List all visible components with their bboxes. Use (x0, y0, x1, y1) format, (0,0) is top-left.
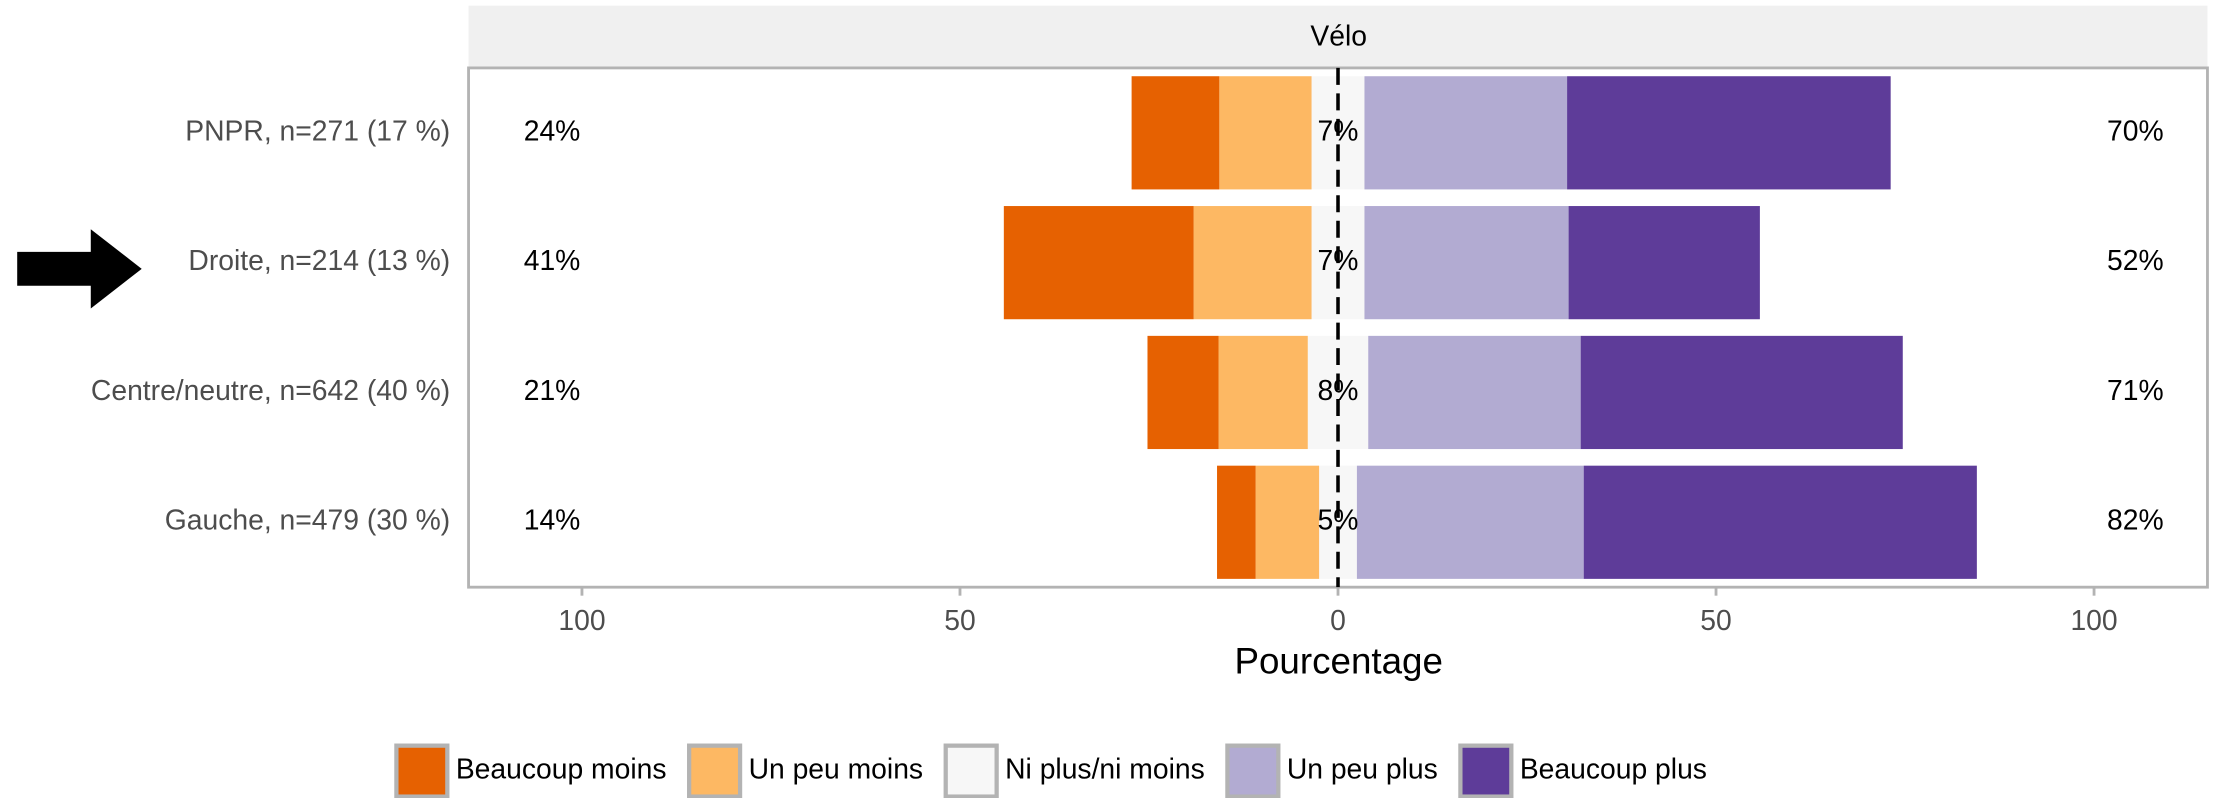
x-tick-label: 0 (1330, 604, 1346, 636)
legend-key (1225, 743, 1281, 798)
x-tick-label: 100 (558, 604, 605, 636)
x-axis-title: Pourcentage (1234, 640, 1443, 681)
bar-segment (1217, 465, 1256, 579)
bar-segment (1368, 335, 1581, 450)
bar-segment (1568, 206, 1760, 320)
y-tick-label: Droite, n=214 (13 %) (188, 244, 450, 276)
legend-label: Beaucoup plus (1520, 753, 1707, 785)
bar-segment (1567, 76, 1891, 190)
left-total-label: 41% (524, 244, 581, 276)
y-tick-label: Gauche, n=479 (30 %) (165, 504, 450, 536)
legend-label: Un peu plus (1287, 753, 1438, 785)
bar-segment (1147, 335, 1219, 450)
left-total-label: 14% (524, 504, 581, 536)
legend-label: Un peu moins (749, 753, 924, 785)
legend-key (687, 743, 743, 798)
x-tick-label: 50 (1700, 604, 1731, 636)
bar-segment (1583, 465, 1977, 579)
right-total-label: 71% (2107, 374, 2164, 406)
right-total-label: 52% (2107, 244, 2164, 276)
right-total-label: 82% (2107, 504, 2164, 536)
left-total-label: 24% (524, 114, 581, 146)
bar-segment (1193, 206, 1312, 320)
bar-segment (1364, 206, 1569, 320)
legend-label: Beaucoup moins (456, 753, 667, 785)
strip (468, 5, 2208, 68)
chart-title: Vélo (1310, 20, 1367, 52)
bar-segment (1580, 335, 1903, 450)
y-tick-label: PNPR, n=271 (17 %) (185, 114, 450, 146)
bar-segment (1003, 206, 1194, 320)
right-total-label: 70% (2107, 114, 2164, 146)
arrow (17, 229, 142, 309)
legend-key (943, 743, 999, 798)
legend-key (1458, 743, 1514, 798)
x-tick-label: 50 (944, 604, 975, 636)
bar-segment (1364, 76, 1568, 190)
bar-segment (1219, 76, 1312, 190)
legend-label: Ni plus/ni moins (1005, 753, 1205, 785)
y-tick-label: Centre/neutre, n=642 (40 %) (91, 374, 450, 406)
legend-key (394, 743, 450, 798)
bar-segment (1255, 465, 1320, 579)
x-tick-label: 100 (2070, 604, 2117, 636)
left-total-label: 21% (524, 374, 581, 406)
bar-segment (1131, 76, 1220, 190)
bar-segment (1218, 335, 1308, 450)
bar-segment (1356, 465, 1584, 579)
